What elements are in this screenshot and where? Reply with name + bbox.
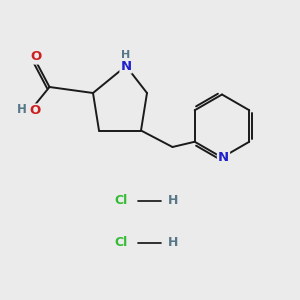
Text: H: H bbox=[122, 50, 130, 60]
Text: Cl: Cl bbox=[114, 194, 128, 208]
Text: N: N bbox=[120, 59, 132, 73]
Text: O: O bbox=[29, 104, 40, 118]
Text: H: H bbox=[168, 236, 178, 250]
Text: N: N bbox=[218, 151, 229, 164]
Text: Cl: Cl bbox=[114, 236, 128, 250]
Text: H: H bbox=[168, 194, 178, 208]
Text: H: H bbox=[17, 103, 26, 116]
Text: O: O bbox=[30, 50, 42, 64]
